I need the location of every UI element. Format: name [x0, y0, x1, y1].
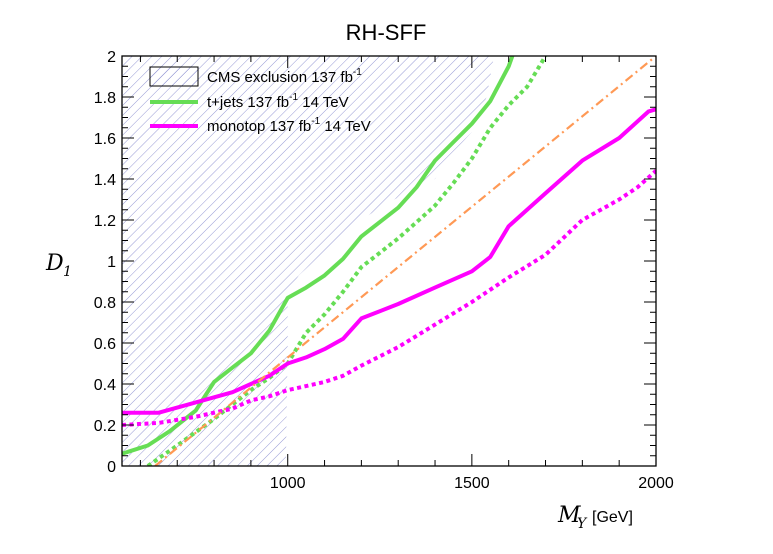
- legend-suffix-monotop: 14 TeV: [320, 118, 371, 135]
- legend-item-cms-exclusion: CMS exclusion 137 fb-1: [149, 66, 362, 87]
- legend-swatch-hatched: [149, 66, 199, 87]
- x-tick-label: 1500: [454, 475, 490, 492]
- axis-ticks: 0 0.2 0.4 0.6 0.8 1 1.2 1.4 1.6 1.8 2 1000 1500 2000: [94, 49, 674, 492]
- legend-suffix-tjets: 14 TeV: [298, 94, 349, 111]
- legend-sup-tjets: -1: [289, 92, 298, 103]
- y-tick-label: 1: [107, 254, 116, 271]
- y-tick-label: 1.6: [94, 131, 116, 148]
- series-line-1-dotted: [146, 56, 548, 466]
- series-line-2-solid: [122, 107, 656, 415]
- cms-exclusion-region: [122, 56, 494, 466]
- legend-item-monotop: monotop 137 fb-1 14 TeV: [150, 116, 371, 135]
- series-line-0-solid: [122, 56, 515, 456]
- y-tick-label: 0: [107, 459, 116, 476]
- chart-title: RH-SFF: [346, 20, 427, 45]
- y-tick-label: 1.4: [94, 172, 116, 189]
- y-tick-label: 1.2: [94, 213, 116, 230]
- series-line-4-dashdot: [154, 56, 656, 466]
- legend-item-tjets: t+jets 137 fb-1 14 TeV: [150, 92, 349, 111]
- series-layer: [122, 56, 656, 466]
- legend-label-tjets: t+jets 137 fb: [207, 94, 289, 111]
- y-tick-label: 0.4: [94, 377, 116, 394]
- svg-text:monotop 137 fb-1 14 TeV: monotop 137 fb-1 14 TeV: [207, 116, 371, 135]
- exclusion-region-layer: [122, 56, 494, 466]
- y-axis-subscript: 1: [63, 264, 72, 280]
- y-tick-label: 0.2: [94, 418, 116, 435]
- y-tick-label: 2: [107, 49, 116, 66]
- x-axis-title: M Y [GeV]: [557, 503, 633, 532]
- x-axis-symbol: M: [557, 503, 581, 528]
- legend-label-cms: CMS exclusion 137 fb: [207, 69, 353, 86]
- x-tick-label: 2000: [638, 475, 674, 492]
- y-axis-symbol: D: [45, 251, 64, 276]
- y-tick-label: 0.6: [94, 336, 116, 353]
- legend: CMS exclusion 137 fb-1 t+jets 137 fb-1 1…: [149, 66, 371, 135]
- legend-sup-cms: -1: [353, 67, 362, 78]
- x-axis-subscript: Y: [577, 516, 588, 532]
- legend-sup-monotop: -1: [311, 116, 320, 127]
- series-line-3-dotted: [122, 169, 656, 427]
- x-axis-unit: [GeV]: [592, 509, 633, 526]
- y-tick-label: 1.8: [94, 90, 116, 107]
- legend-label-monotop: monotop 137 fb: [207, 118, 311, 135]
- y-tick-label: 0.8: [94, 295, 116, 312]
- svg-text:CMS exclusion 137 fb-1: CMS exclusion 137 fb-1: [207, 67, 362, 86]
- y-axis-title: D 1: [45, 251, 72, 280]
- svg-text:t+jets 137 fb-1 14 TeV: t+jets 137 fb-1 14 TeV: [207, 92, 349, 111]
- x-tick-label: 1000: [270, 475, 306, 492]
